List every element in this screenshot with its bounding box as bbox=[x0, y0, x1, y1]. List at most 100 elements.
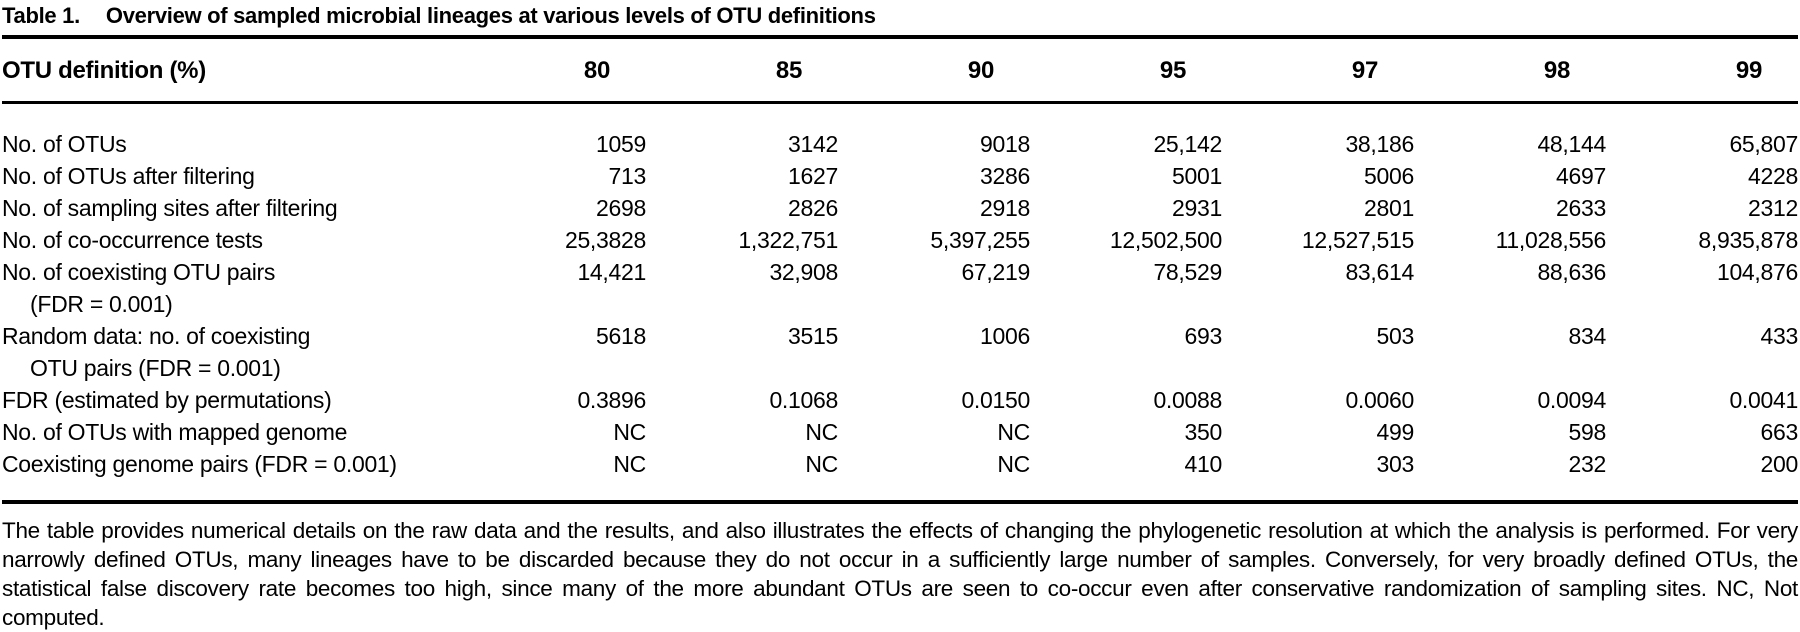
column-header-85: 85 bbox=[775, 57, 802, 84]
table-row: No. of sampling sites after filtering 26… bbox=[2, 192, 1798, 224]
cell: 2801 bbox=[1364, 195, 1414, 221]
cell: 2931 bbox=[1172, 195, 1222, 221]
row-label: Random data: no. of coexisting OTU pairs … bbox=[2, 323, 311, 381]
row-label: FDR (estimated by permutations) bbox=[2, 387, 332, 413]
cell: 663 bbox=[1760, 419, 1799, 445]
cell: 67,219 bbox=[961, 259, 1030, 285]
bottom-rule bbox=[2, 500, 1798, 504]
table-number-label: Table 1. bbox=[2, 3, 80, 28]
table-row: No. of coexisting OTU pairs (FDR = 0.001)… bbox=[2, 256, 1798, 320]
cell: 104,876 bbox=[1716, 259, 1798, 285]
row-label: No. of OTUs bbox=[2, 131, 127, 157]
table-row: FDR (estimated by permutations) 0.3896 0… bbox=[2, 384, 1798, 416]
row-label: No. of sampling sites after filtering bbox=[2, 195, 338, 221]
row-label: No. of co-occurrence tests bbox=[2, 227, 263, 253]
cell: 0.3896 bbox=[577, 387, 646, 413]
cell: 12,502,500 bbox=[1109, 227, 1222, 253]
table-footnote: The table provides numerical details on … bbox=[2, 518, 1798, 630]
column-header-99: 99 bbox=[1735, 57, 1762, 84]
cell: 12,527,515 bbox=[1301, 227, 1414, 253]
cell: 38,186 bbox=[1345, 131, 1414, 157]
cell: 32,908 bbox=[769, 259, 838, 285]
header-rule bbox=[2, 101, 1798, 104]
cell: 2918 bbox=[980, 195, 1030, 221]
cell: NC bbox=[613, 451, 646, 477]
cell: 0.0094 bbox=[1537, 387, 1606, 413]
cell: 88,636 bbox=[1537, 259, 1606, 285]
column-header-98: 98 bbox=[1543, 57, 1570, 84]
cell: 834 bbox=[1568, 323, 1607, 349]
cell: 303 bbox=[1376, 451, 1415, 477]
cell: 5618 bbox=[596, 323, 646, 349]
cell: 1059 bbox=[596, 131, 646, 157]
cell: 200 bbox=[1760, 451, 1799, 477]
cell: 78,529 bbox=[1153, 259, 1222, 285]
cell: NC bbox=[997, 451, 1030, 477]
column-header-97: 97 bbox=[1351, 57, 1378, 84]
header-row-label: OTU definition (%) bbox=[2, 57, 206, 84]
cell: 0.0041 bbox=[1729, 387, 1798, 413]
table-header: OTU definition (%) 80 85 90 95 97 98 99 bbox=[2, 39, 1798, 101]
cell: 5001 bbox=[1172, 163, 1222, 189]
cell: 0.0088 bbox=[1153, 387, 1222, 413]
table-row: Random data: no. of coexisting OTU pairs … bbox=[2, 320, 1798, 384]
column-header-95: 95 bbox=[1159, 57, 1186, 84]
cell: 65,807 bbox=[1729, 131, 1798, 157]
cell: NC bbox=[613, 419, 646, 445]
column-header-90: 90 bbox=[967, 57, 994, 84]
cell: 48,144 bbox=[1537, 131, 1606, 157]
cell: 2698 bbox=[596, 195, 646, 221]
data-table: OTU definition (%) 80 85 90 95 97 98 99 bbox=[2, 39, 1798, 101]
cell: 350 bbox=[1184, 419, 1223, 445]
cell: 232 bbox=[1568, 451, 1607, 477]
cell: 4697 bbox=[1556, 163, 1606, 189]
column-header-80: 80 bbox=[583, 57, 610, 84]
row-label: No. of coexisting OTU pairs (FDR = 0.001) bbox=[2, 259, 276, 317]
table-caption: Table 1. Overview of sampled microbial l… bbox=[2, 2, 1798, 35]
cell: 25,3828 bbox=[564, 227, 646, 253]
cell: 11,028,556 bbox=[1495, 227, 1607, 253]
cell: 410 bbox=[1184, 451, 1223, 477]
table-title: Overview of sampled microbial lineages a… bbox=[105, 3, 876, 28]
row-label-continued: OTU pairs (FDR = 0.001) bbox=[30, 355, 281, 381]
table-row: Coexisting genome pairs (FDR = 0.001) NC… bbox=[2, 448, 1798, 480]
cell: 598 bbox=[1568, 419, 1607, 445]
cell: 8,935,878 bbox=[1698, 227, 1798, 253]
row-label: Coexisting genome pairs (FDR = 0.001) bbox=[2, 451, 397, 477]
cell: 1,322,751 bbox=[738, 227, 838, 253]
data-table-body: No. of OTUs 1059 3142 9018 25,142 38,186… bbox=[2, 104, 1798, 480]
cell: 5,397,255 bbox=[930, 227, 1030, 253]
cell: 14,421 bbox=[577, 259, 646, 285]
row-label: No. of OTUs with mapped genome bbox=[2, 419, 348, 445]
cell: 4228 bbox=[1748, 163, 1798, 189]
table-row: No. of co-occurrence tests 25,3828 1,322… bbox=[2, 224, 1798, 256]
cell: 499 bbox=[1376, 419, 1415, 445]
cell: 2826 bbox=[788, 195, 838, 221]
cell: 503 bbox=[1376, 323, 1415, 349]
cell: 9018 bbox=[980, 131, 1030, 157]
row-label: No. of OTUs after filtering bbox=[2, 163, 255, 189]
cell: NC bbox=[997, 419, 1030, 445]
cell: 2312 bbox=[1748, 195, 1798, 221]
cell: 433 bbox=[1760, 323, 1799, 349]
cell: 3286 bbox=[980, 163, 1030, 189]
cell: NC bbox=[805, 419, 838, 445]
cell: 2633 bbox=[1556, 195, 1606, 221]
cell: 25,142 bbox=[1153, 131, 1222, 157]
cell: 83,614 bbox=[1345, 259, 1414, 285]
cell: 1627 bbox=[788, 163, 838, 189]
cell: 0.0060 bbox=[1345, 387, 1414, 413]
header-row: OTU definition (%) 80 85 90 95 97 98 99 bbox=[2, 39, 1798, 101]
cell: 693 bbox=[1184, 323, 1223, 349]
cell: 5006 bbox=[1364, 163, 1414, 189]
top-rule bbox=[2, 35, 1798, 39]
cell: 3142 bbox=[788, 131, 838, 157]
row-label-continued: (FDR = 0.001) bbox=[30, 291, 173, 317]
cell: 713 bbox=[608, 163, 647, 189]
table-row: No. of OTUs 1059 3142 9018 25,142 38,186… bbox=[2, 104, 1798, 160]
cell: 3515 bbox=[788, 323, 838, 349]
cell: 0.1068 bbox=[769, 387, 838, 413]
table-row: No. of OTUs with mapped genome NC NC NC … bbox=[2, 416, 1798, 448]
table-row: No. of OTUs after filtering 713 1627 328… bbox=[2, 160, 1798, 192]
